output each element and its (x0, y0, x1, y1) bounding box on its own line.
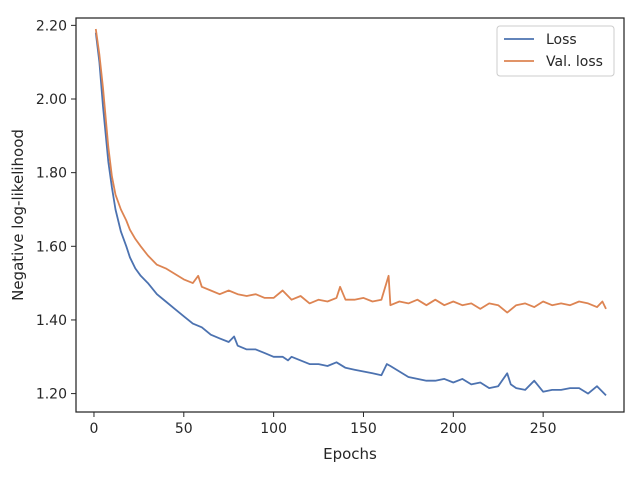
legend-label-val-loss: Val. loss (546, 54, 603, 70)
x-tick-label: 100 (260, 421, 287, 437)
series-layer (94, 28, 607, 397)
legend-label-loss: Loss (546, 32, 577, 48)
legend: Loss Val. loss (496, 25, 615, 77)
x-tick-label: 150 (350, 421, 377, 437)
y-tick-label: 2.20 (36, 18, 67, 34)
x-tick-label: 200 (440, 421, 467, 437)
x-tick-label: 50 (175, 421, 193, 437)
x-tick-label: 250 (530, 421, 557, 437)
series-line-0 (94, 32, 607, 397)
x-axis-label: Epochs (323, 445, 377, 463)
y-tick-label: 2.00 (36, 92, 67, 108)
x-tick-label: 0 (90, 421, 99, 437)
y-tick-label: 1.60 (36, 239, 67, 255)
y-axis-label: Negative log-likelihood (9, 129, 27, 301)
y-tick-label: 1.40 (36, 313, 67, 329)
y-axis: 1.20 1.40 1.60 1.80 2.00 2.20 (36, 18, 76, 403)
x-axis: 0 50 100 150 200 250 (90, 412, 557, 437)
plot-frame (75, 17, 625, 413)
series-line-1 (94, 28, 607, 314)
y-tick-label: 1.80 (36, 166, 67, 182)
y-tick-label: 1.20 (36, 387, 67, 403)
